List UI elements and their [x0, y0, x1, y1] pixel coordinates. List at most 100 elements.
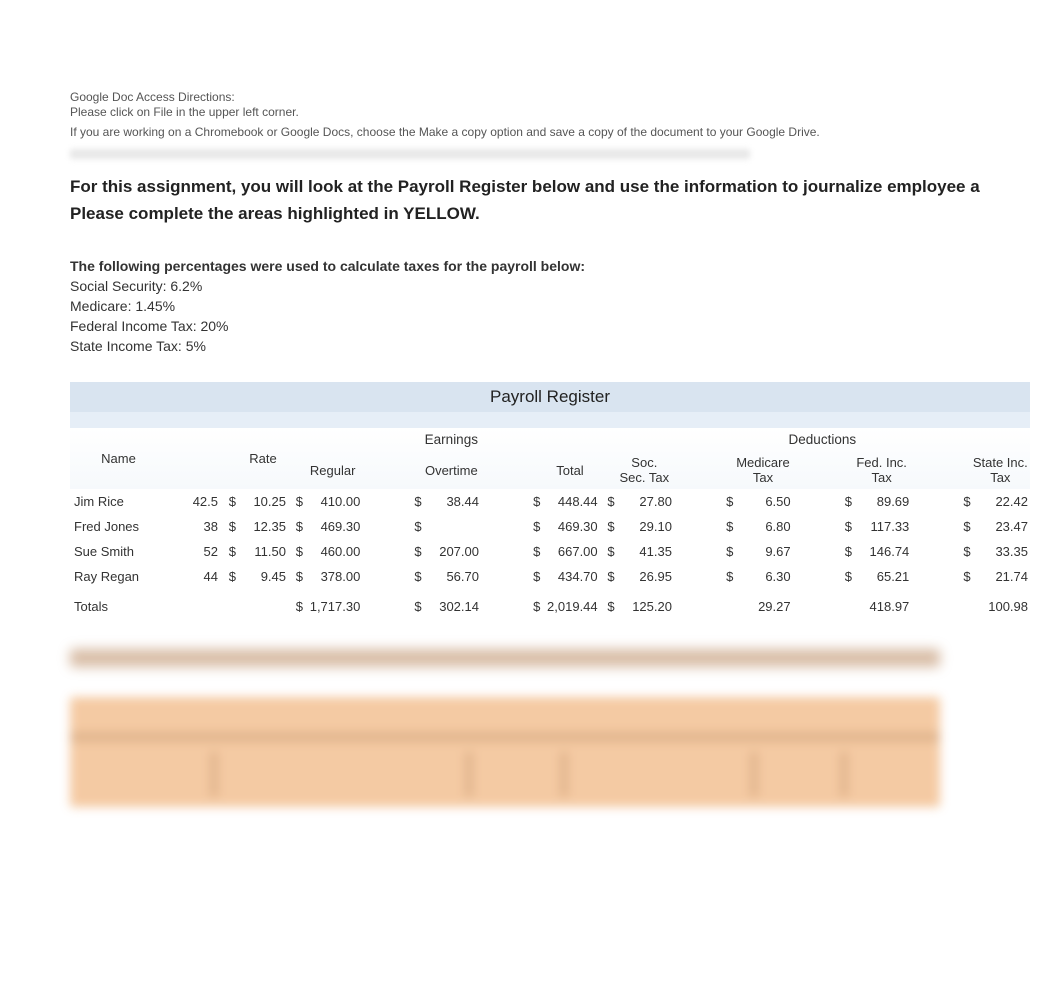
- totals-med: 29.27: [733, 589, 792, 619]
- cell-dollar: $: [220, 489, 238, 514]
- cell-name: Sue Smith: [70, 539, 165, 564]
- cell-regular: 378.00: [303, 564, 362, 589]
- cell-total: 434.70: [540, 564, 599, 589]
- cell-hours: 44: [165, 564, 220, 589]
- cell-ss: 26.95: [615, 564, 674, 589]
- assignment-line1: For this assignment, you will look at th…: [70, 175, 1062, 200]
- cell-name: Ray Regan: [70, 564, 165, 589]
- cell-state: 33.35: [971, 539, 1030, 564]
- header-rate: Rate: [238, 428, 288, 489]
- cell-ss: 41.35: [615, 539, 674, 564]
- cell-dollar: $: [600, 489, 615, 514]
- cell-dollar: $: [674, 539, 733, 564]
- cell-ss: 29.10: [615, 514, 674, 539]
- totals-regular: 1,717.30: [303, 589, 362, 619]
- totals-row: Totals$1,717.30$302.14$2,019.44$125.2029…: [70, 589, 1030, 619]
- totals-total: 2,019.44: [540, 589, 599, 619]
- cell-dollar: $: [362, 539, 421, 564]
- cell-overtime: 38.44: [422, 489, 481, 514]
- cell-dollar: $: [600, 514, 615, 539]
- cell-dollar: $: [600, 589, 615, 619]
- cell-dollar: $: [911, 514, 970, 539]
- cell-dollar: $: [674, 514, 733, 539]
- percent-ss: Social Security: 6.2%: [70, 278, 1062, 294]
- cell-name: Fred Jones: [70, 514, 165, 539]
- directions-block: Google Doc Access Directions: Please cli…: [70, 90, 1062, 139]
- cell-fed: 89.69: [852, 489, 911, 514]
- cell-dollar: $: [793, 539, 852, 564]
- cell-dollar: $: [674, 564, 733, 589]
- cell-dollar: $: [911, 564, 970, 589]
- cell-dollar: $: [362, 514, 421, 539]
- header-ss: Soc. Sec. Tax: [615, 451, 674, 489]
- cell-overtime: 207.00: [422, 539, 481, 564]
- cell-overtime: [422, 514, 481, 539]
- blurred-journal-table: [70, 697, 940, 807]
- percent-federal: Federal Income Tax: 20%: [70, 318, 1062, 334]
- cell-dollar: $: [911, 489, 970, 514]
- totals-ss: 125.20: [615, 589, 674, 619]
- table-row: Ray Regan44$9.45$378.00$56.70$434.70$26.…: [70, 564, 1030, 589]
- register-subbar: [70, 412, 1030, 428]
- cell-med: 6.30: [733, 564, 792, 589]
- cell-med: 6.80: [733, 514, 792, 539]
- cell-dollar: $: [288, 564, 303, 589]
- table-row: Jim Rice42.5$10.25$410.00$38.44$448.44$2…: [70, 489, 1030, 514]
- cell-dollar: $: [288, 539, 303, 564]
- cell-ss: 27.80: [615, 489, 674, 514]
- cell-rate: 12.35: [238, 514, 288, 539]
- cell-overtime: 56.70: [422, 564, 481, 589]
- header-total: Total: [540, 451, 599, 489]
- cell-dollar: $: [793, 514, 852, 539]
- cell-dollar: $: [362, 589, 421, 619]
- header-name: Name: [70, 428, 165, 489]
- cell-regular: 460.00: [303, 539, 362, 564]
- cell-fed: 117.33: [852, 514, 911, 539]
- cell-dollar: $: [481, 489, 540, 514]
- header-overtime: Overtime: [422, 451, 481, 489]
- cell-regular: 469.30: [303, 514, 362, 539]
- cell-regular: 410.00: [303, 489, 362, 514]
- cell-total: 667.00: [540, 539, 599, 564]
- assignment-line2: Please complete the areas highlighted in…: [70, 202, 1062, 227]
- blurred-text-line: [70, 149, 750, 159]
- cell-hours: 52: [165, 539, 220, 564]
- cell-dollar: $: [600, 539, 615, 564]
- cell-dollar: $: [362, 489, 421, 514]
- cell-dollar: $: [481, 589, 540, 619]
- cell-dollar: $: [362, 564, 421, 589]
- cell-hours: 42.5: [165, 489, 220, 514]
- header-med: Medicare Tax: [733, 451, 792, 489]
- directions-line2: Please click on File in the upper left c…: [70, 105, 1062, 119]
- cell-dollar: $: [481, 539, 540, 564]
- cell-state: 22.42: [971, 489, 1030, 514]
- cell-dollar: $: [911, 539, 970, 564]
- cell-dollar: $: [793, 489, 852, 514]
- cell-fed: 146.74: [852, 539, 911, 564]
- totals-state: 100.98: [971, 589, 1030, 619]
- directions-line3: If you are working on a Chromebook or Go…: [70, 125, 1062, 139]
- cell-rate: 9.45: [238, 564, 288, 589]
- register-title: Payroll Register: [70, 382, 1030, 412]
- cell-med: 6.50: [733, 489, 792, 514]
- percent-medicare: Medicare: 1.45%: [70, 298, 1062, 314]
- cell-med: 9.67: [733, 539, 792, 564]
- cell-dollar: $: [288, 589, 303, 619]
- header-state: State Inc. Tax: [971, 451, 1030, 489]
- cell-rate: 10.25: [238, 489, 288, 514]
- cell-dollar: $: [288, 514, 303, 539]
- cell-dollar: $: [600, 564, 615, 589]
- totals-label: Totals: [70, 589, 165, 619]
- header-hours-blank: [165, 428, 220, 489]
- cell-state: 23.47: [971, 514, 1030, 539]
- register-table: Name Rate Earnings Deductions Regular Ov…: [70, 428, 1030, 619]
- header-fed: Fed. Inc. Tax: [852, 451, 911, 489]
- cell-hours: 38: [165, 514, 220, 539]
- totals-fed: 418.97: [852, 589, 911, 619]
- header-earnings: Earnings: [303, 428, 600, 451]
- cell-dollar: $: [793, 564, 852, 589]
- cell-dollar: $: [288, 489, 303, 514]
- blurred-instruction-line: [70, 649, 940, 667]
- cell-dollar: $: [481, 564, 540, 589]
- directions-line1: Google Doc Access Directions:: [70, 90, 1062, 104]
